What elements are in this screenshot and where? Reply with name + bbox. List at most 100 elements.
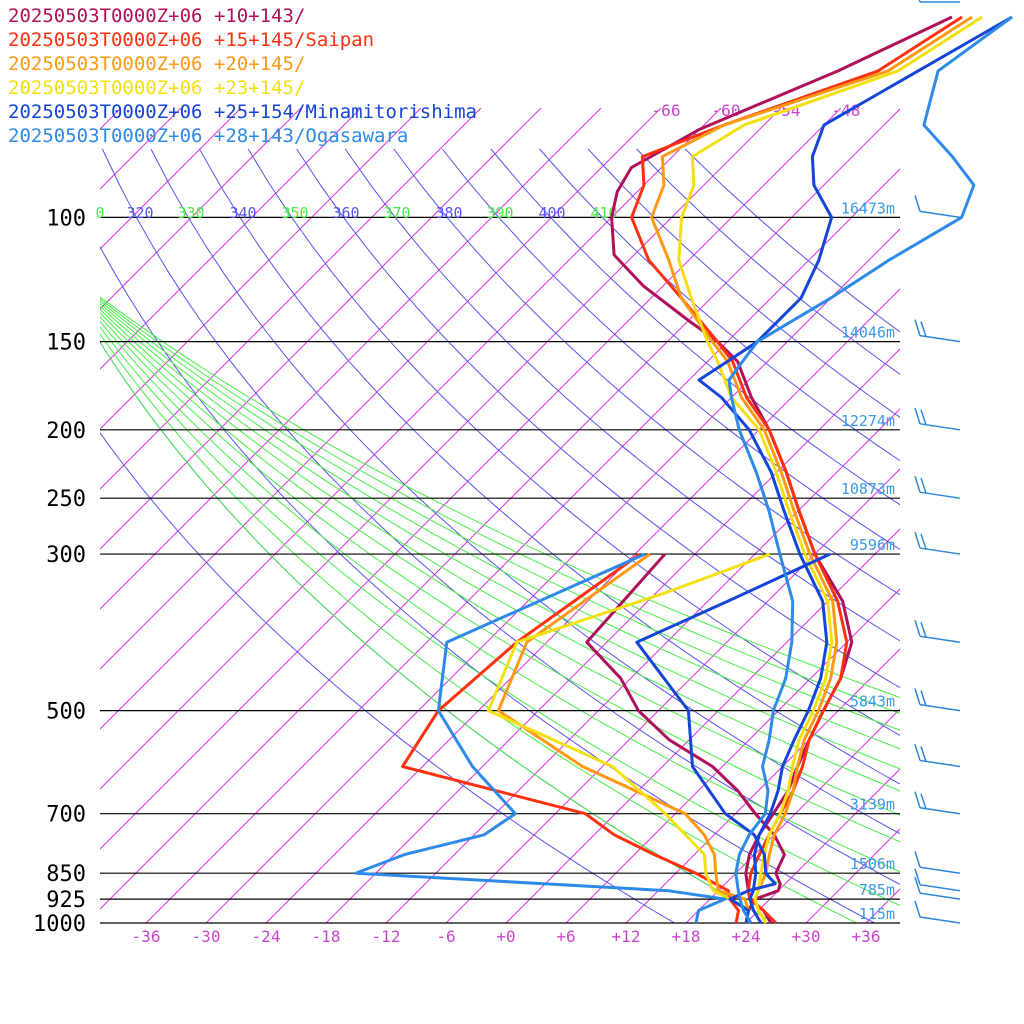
pressure-label-200: 200 — [46, 419, 86, 444]
height-label: 10873m — [841, 480, 895, 498]
height-label: 16473m — [841, 199, 895, 217]
isotherm-line — [565, 588, 900, 923]
dry-adiabat-line — [296, 148, 900, 689]
isotherm-line — [505, 528, 900, 923]
pressure-label-100: 100 — [46, 206, 86, 231]
theta-label: 320 — [126, 204, 153, 222]
dewpoint-profile-3 — [496, 552, 750, 924]
isotherm-line — [100, 107, 542, 550]
moist-adiabat-line — [100, 300, 900, 731]
dry-adiabat-line — [101, 148, 900, 886]
legend-entry-3: 20250503T0000Z+06 +20+145/ — [8, 53, 306, 75]
moist-adiabat-line — [100, 298, 900, 714]
skewed-temp-label: -66 — [652, 101, 681, 120]
isotherm-line — [100, 107, 602, 610]
wind-barb-flag — [920, 621, 927, 638]
isotherm-line — [100, 107, 482, 490]
legend-entry-6: 20250503T0000Z+06 +28+143/Ogasawara — [8, 125, 409, 147]
dry-adiabat-line — [100, 245, 875, 923]
isotherm-line — [100, 107, 842, 850]
wind-barb-flag — [914, 791, 921, 808]
wind-barb — [919, 916, 961, 924]
x-tick-label: +36 — [852, 927, 881, 946]
x-tick-label: -18 — [312, 927, 341, 946]
isotherm-line — [100, 107, 782, 790]
x-tick-label: -30 — [192, 927, 221, 946]
moist-adiabat-line — [100, 308, 900, 792]
dry-adiabat-line — [199, 148, 900, 785]
pressure-label-250: 250 — [46, 487, 86, 512]
isotherm-line — [385, 408, 900, 923]
x-tick-label: -12 — [372, 927, 401, 946]
wind-barb — [919, 759, 961, 768]
wind-barb-flag — [914, 319, 921, 336]
pressure-label-500: 500 — [46, 700, 86, 725]
dry-adiabat-line — [344, 148, 900, 642]
dry-adiabat-line — [441, 148, 900, 551]
x-tick-label: -24 — [252, 927, 281, 946]
height-label: 115m — [859, 905, 895, 923]
theta-label: 370 — [383, 204, 410, 222]
x-tick-label: +12 — [612, 927, 641, 946]
wind-barb-flag — [920, 533, 927, 550]
pressure-label-300: 300 — [46, 543, 86, 568]
background-grid — [100, 107, 900, 923]
wind-barb — [919, 866, 961, 874]
dry-adiabat-line — [490, 148, 900, 506]
wind-barb-flag — [920, 793, 927, 809]
isotherm-line — [205, 228, 900, 923]
isotherm-line — [100, 107, 182, 190]
pressure-label-1000: 1000 — [33, 912, 86, 937]
wind-barb — [919, 210, 961, 219]
x-tick-label: -36 — [132, 927, 161, 946]
isotherm-line — [100, 107, 662, 670]
wind-barb-flag — [914, 850, 921, 868]
temperature-profile-6 — [727, 15, 1013, 924]
dry-adiabat-line — [636, 148, 900, 375]
wind-barb — [919, 547, 961, 555]
moist-adiabat-line — [100, 311, 900, 816]
theta-label: 390 — [486, 204, 513, 222]
height-label: 12274m — [841, 412, 895, 430]
legend-entry-4: 20250503T0000Z+06 +23+145/ — [8, 77, 306, 99]
dewpoint-profile-6 — [354, 552, 727, 924]
wind-barb-flag — [914, 475, 921, 493]
wind-barb — [919, 423, 961, 431]
wind-barb — [919, 334, 961, 343]
wind-barb — [919, 883, 961, 892]
height-label: 1506m — [850, 855, 895, 873]
moist-adiabat-line — [100, 302, 900, 750]
wind-barb — [919, 892, 961, 900]
pressure-label-700: 700 — [46, 803, 86, 828]
wind-barb-flag — [918, 0, 921, 3]
isotherm-line — [685, 708, 900, 923]
isotherm-line — [265, 288, 900, 923]
theta-label: 330 — [177, 204, 204, 222]
moist-adiabat-line — [100, 296, 900, 699]
isotherm-line — [745, 768, 900, 923]
wind-barb-flag — [914, 195, 921, 212]
x-tick-label: +30 — [792, 927, 821, 946]
moist-adiabat-line — [100, 305, 900, 770]
height-label: 785m — [859, 881, 895, 899]
temperature-profile-2 — [630, 15, 963, 925]
wind-barb-flag — [914, 688, 921, 705]
dry-adiabat-line — [393, 148, 900, 596]
dry-adiabat-line — [247, 148, 900, 737]
wind-barb-flag — [914, 407, 921, 425]
height-label: 3139m — [850, 796, 895, 814]
wind-barb — [919, 635, 961, 643]
dry-adiabat-line — [100, 431, 675, 923]
height-label: 14046m — [841, 324, 895, 342]
isotherm-line — [100, 107, 302, 310]
dewpoint-profile-5 — [635, 552, 831, 924]
legend-entry-5: 20250503T0000Z+06 +25+154/Minamitorishim… — [8, 101, 477, 123]
x-tick-label: -6 — [436, 927, 455, 946]
theta-label: 350 — [281, 204, 308, 222]
temperature-profile-5 — [697, 15, 1013, 924]
dry-adiabat-line — [150, 148, 900, 835]
wind-barb-flag — [920, 746, 927, 762]
x-tick-label: +6 — [556, 927, 575, 946]
x-tick-label: +0 — [496, 927, 515, 946]
